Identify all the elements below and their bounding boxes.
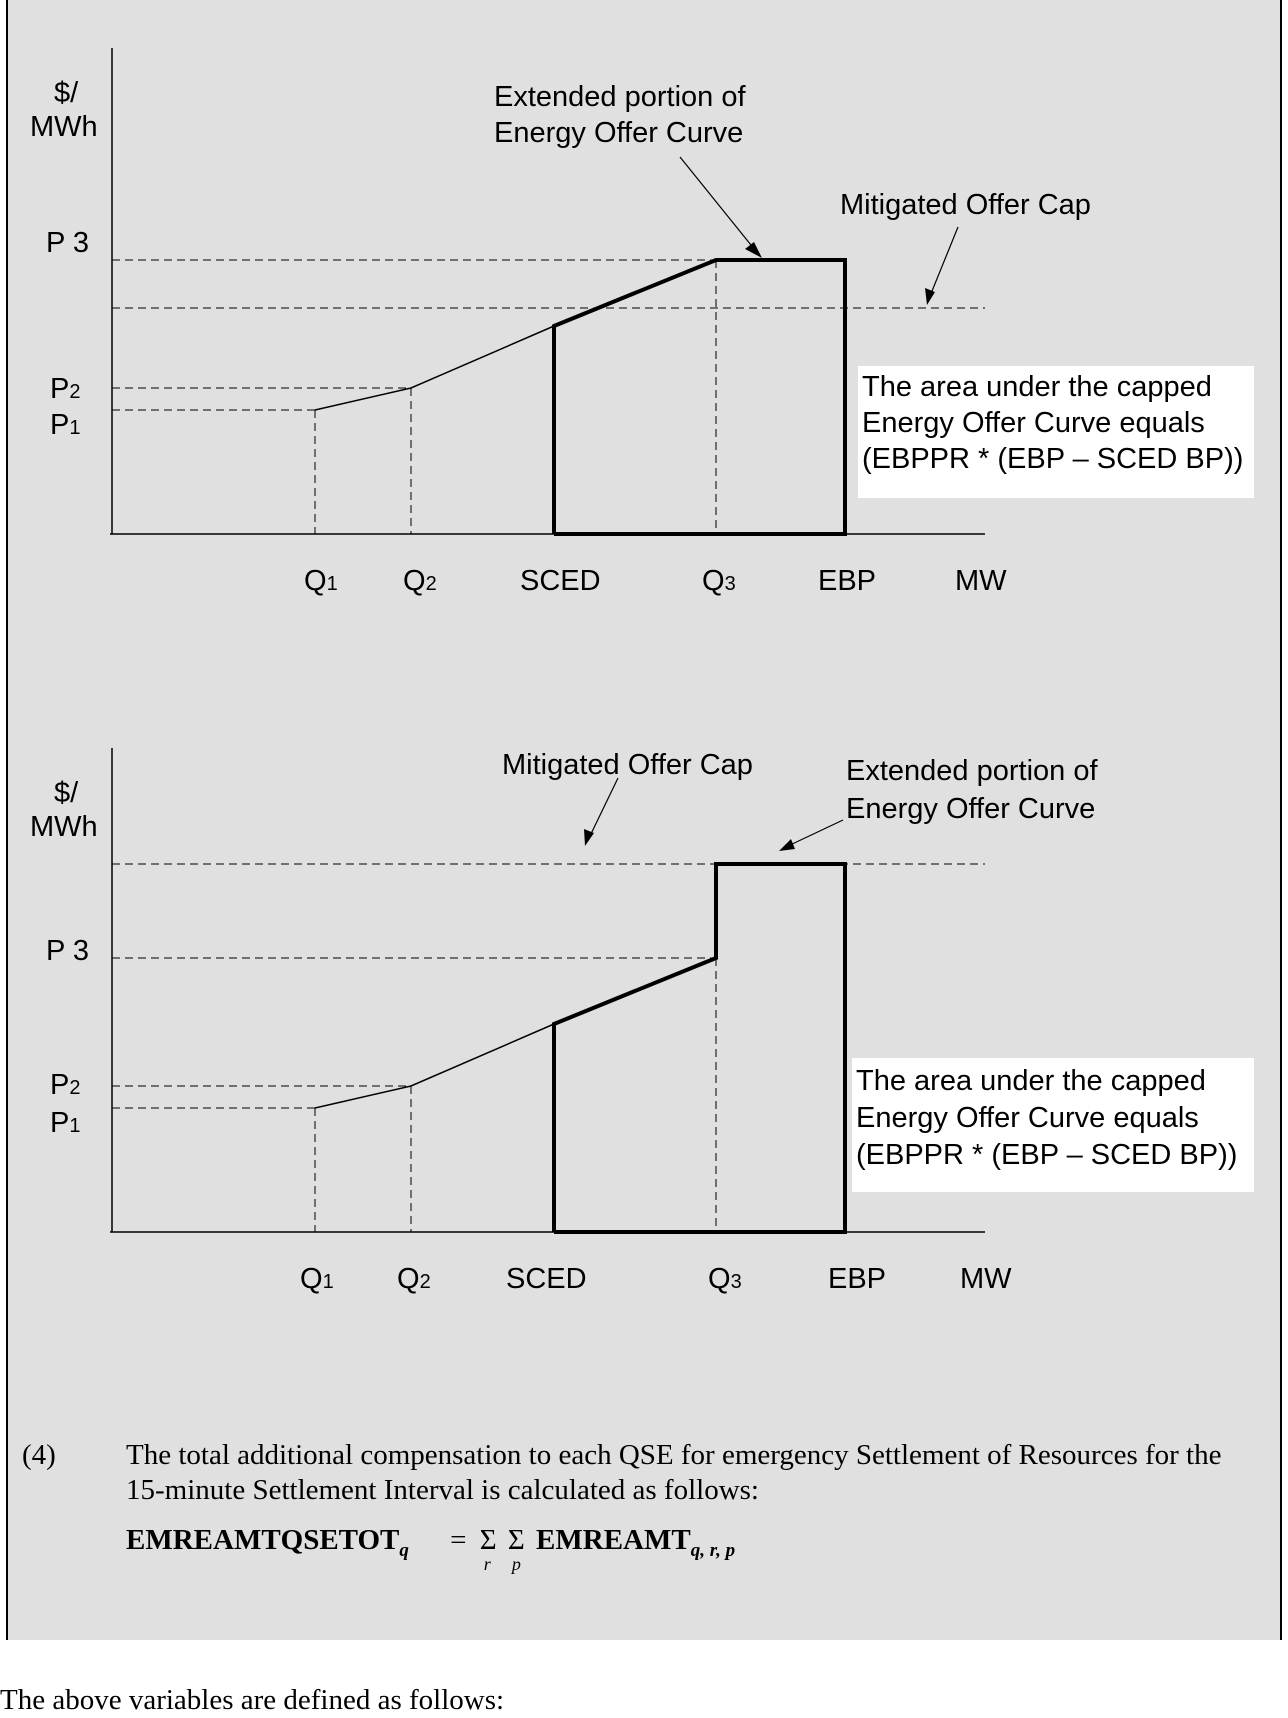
d2-p3-label: P 3 xyxy=(46,935,89,967)
d1-y-label-2: MWh xyxy=(30,111,98,143)
d2-capped-area-outline xyxy=(552,862,847,1234)
d2-sced-label: SCED xyxy=(506,1263,587,1295)
formula-lhs: EMREAMTQSETOT xyxy=(126,1524,400,1556)
formula-rhs: EMREAMT xyxy=(536,1524,691,1556)
d1-extended-arrowhead xyxy=(745,242,762,258)
d2-p1-label: P1 xyxy=(50,1107,80,1139)
d1-mw-label: MW xyxy=(955,565,1007,597)
paragraph-text: The total additional compensation to eac… xyxy=(126,1439,1222,1506)
d1-y-label-1: $/ xyxy=(54,77,79,109)
d1-area-note-1: The area under the capped xyxy=(862,371,1212,403)
formula-lhs-sub: q xyxy=(399,1539,409,1561)
formula-equals: = xyxy=(450,1524,467,1556)
d2-y-label-2: MWh xyxy=(30,811,98,843)
d1-area-note-bg xyxy=(858,366,1254,498)
d1-q1-label: Q1 xyxy=(304,565,338,597)
d1-mitigated-callout: Mitigated Offer Cap xyxy=(840,189,1091,221)
d1-area-note-3: (EBPPR * (EBP – SCED BP)) xyxy=(862,443,1243,475)
d1-q3-label: Q3 xyxy=(702,565,736,597)
d2-extended-callout-2: Energy Offer Curve xyxy=(846,793,1095,825)
footer-text: The above variables are defined as follo… xyxy=(0,1682,1288,1718)
d1-ebp-label: EBP xyxy=(818,565,876,597)
d2-cap-arrowhead xyxy=(584,829,594,846)
d2-area-note-3: (EBPPR * (EBP – SCED BP)) xyxy=(856,1139,1237,1171)
d2-y-label-1: $/ xyxy=(54,777,79,809)
d2-cap-arrow xyxy=(588,777,619,839)
d1-extended-arrow xyxy=(679,156,756,251)
d1-p1-label: P1 xyxy=(50,409,80,441)
d2-q2-label: Q2 xyxy=(397,1263,431,1295)
formula-rhs-sub: q, r, p xyxy=(690,1539,736,1561)
d2-area-note-bg xyxy=(852,1058,1254,1192)
d2-mitigated-callout: Mitigated Offer Cap xyxy=(502,749,753,781)
d2-area-note-2: Energy Offer Curve equals xyxy=(856,1102,1199,1134)
d1-area-note-2: Energy Offer Curve equals xyxy=(862,407,1205,439)
d2-area-note-1: The area under the capped xyxy=(856,1065,1206,1097)
d2-q3-label: Q3 xyxy=(708,1263,742,1295)
d1-sced-label: SCED xyxy=(520,565,601,597)
diagram-1: $/ MWh P 3 P2 P1 Q1 Q2 SCED Q3 EBP MW Ex… xyxy=(30,48,1254,597)
d2-extended-arrowhead xyxy=(779,839,795,851)
d1-cap-arrow xyxy=(929,226,959,297)
d2-offer-curve xyxy=(314,1023,555,1109)
diagram-2: $/ MWh P 3 P2 P1 Q1 Q2 SCED Q3 EBP MW Mi… xyxy=(30,748,1254,1295)
document-box xyxy=(6,0,1282,1640)
d1-extended-callout-1: Extended portion of xyxy=(494,81,746,113)
d1-extended-callout-2: Energy Offer Curve xyxy=(494,117,743,149)
paragraph-number: (4) xyxy=(22,1439,56,1471)
d1-p2-label: P2 xyxy=(50,373,80,405)
d1-cap-arrowhead xyxy=(925,288,935,305)
d1-p3-label: P 3 xyxy=(46,227,89,259)
d2-q1-label: Q1 xyxy=(300,1263,334,1295)
d1-q2-label: Q2 xyxy=(403,565,437,597)
d1-offer-curve xyxy=(314,325,555,411)
d2-extended-arrow xyxy=(787,819,844,847)
d1-capped-area-outline xyxy=(552,258,847,536)
d2-mw-label: MW xyxy=(960,1263,1012,1295)
d2-ebp-label: EBP xyxy=(828,1263,886,1295)
d2-extended-callout-1: Extended portion of xyxy=(846,755,1098,787)
d2-p2-label: P2 xyxy=(50,1069,80,1101)
